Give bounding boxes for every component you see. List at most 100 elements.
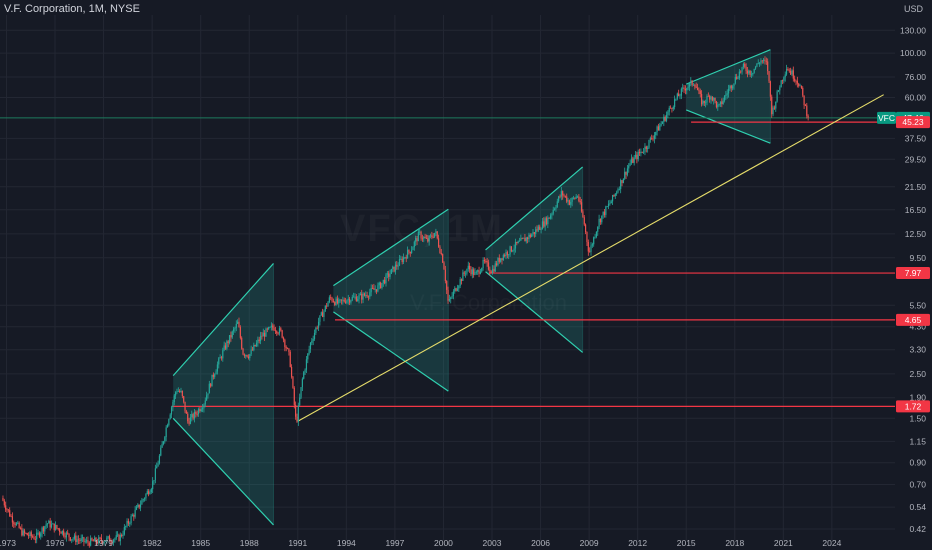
candle-body [111, 541, 113, 543]
grid [0, 15, 895, 540]
candle-body [470, 269, 472, 275]
candle-body [94, 537, 96, 542]
candle-body [769, 81, 771, 97]
candle-body [764, 59, 766, 61]
trend-line [297, 94, 884, 422]
candle-body [483, 260, 486, 262]
candle-body [474, 272, 476, 275]
x-axis[interactable]: 1973 1976 1979 1982 1985 1988 1991 1994 1997 2000… [0, 538, 842, 548]
candle-body [91, 538, 93, 541]
candle-body [734, 76, 736, 84]
watermark-subtitle: V.F. Corporation [410, 290, 567, 316]
candle-body [386, 273, 388, 275]
candle-body [611, 195, 614, 202]
candle-body [125, 526, 127, 528]
level-badge [896, 400, 930, 413]
candle-body [768, 71, 770, 82]
candle-body [652, 138, 654, 140]
candle-body [502, 255, 504, 260]
candle-body [133, 515, 135, 517]
candle-body [169, 414, 171, 420]
x-tick-label: 2000 [434, 538, 453, 548]
y-tick-label: 0.70 [909, 480, 926, 490]
candle-body [803, 95, 805, 106]
candle-body [409, 251, 411, 254]
candle-body [65, 532, 67, 538]
candle-body [52, 523, 54, 525]
candle-body [687, 86, 689, 89]
candle-body [585, 224, 587, 232]
y-tick-label: 60.00 [905, 93, 927, 103]
y-tick-label: 1.90 [909, 393, 926, 403]
candle-body [265, 328, 267, 337]
y-tick-label: 37.50 [905, 133, 927, 143]
candle-body [758, 63, 761, 65]
wedge-area [333, 209, 449, 392]
candle-body [711, 96, 713, 101]
candle-body [50, 524, 53, 528]
candle-body [636, 154, 638, 160]
candle-body [331, 297, 333, 302]
candle-body [668, 107, 670, 112]
candle-body [748, 70, 750, 74]
y-axis[interactable]: 130.00 100.00 76.00 60.00 37.50 29.50 21.50 16.… [900, 25, 926, 534]
candle-body [142, 499, 144, 501]
level-badge-text: 7.97 [905, 268, 922, 278]
candle-body [525, 237, 527, 242]
candle-body [112, 539, 115, 543]
wedge-bottom-edge [485, 271, 584, 353]
candle-body [508, 254, 510, 256]
candle-body [157, 463, 159, 467]
candle-body [80, 538, 82, 541]
candle-body [794, 78, 796, 81]
candle-body [653, 135, 655, 139]
candle-body [798, 83, 800, 86]
candle-body [736, 76, 738, 79]
candle-body [377, 285, 379, 292]
candle-body [783, 77, 785, 81]
level-badge [896, 313, 930, 326]
wedge-patterns [172, 49, 771, 526]
candle-body [343, 299, 345, 302]
x-tick-label: 2024 [822, 538, 841, 548]
candle-body [152, 481, 154, 490]
candle-body [613, 195, 615, 197]
candle-body [598, 218, 600, 227]
candle-body [153, 479, 155, 482]
candle-body [224, 345, 227, 349]
candle-body [355, 296, 357, 302]
candle-body [6, 509, 8, 511]
candle-body [23, 530, 26, 534]
candle-body [784, 74, 786, 78]
candle-body [493, 268, 495, 272]
candle-body [278, 328, 281, 334]
candle-body [443, 262, 445, 270]
candle-body [425, 237, 428, 239]
candle-body [296, 416, 298, 422]
candle-body [254, 344, 256, 347]
candle-body [603, 211, 606, 215]
candle-body [524, 237, 526, 242]
candle-body [452, 291, 455, 297]
candle-body [193, 411, 196, 419]
y-tick-label: 100.00 [900, 48, 926, 58]
candle-body [527, 237, 529, 240]
candle-body [533, 232, 535, 234]
candle-body [357, 299, 359, 302]
candle-body [227, 341, 229, 344]
candle-body [172, 402, 174, 408]
candle-body [17, 522, 19, 524]
candle-body [659, 125, 661, 131]
candle-body [301, 378, 303, 388]
candle-body [199, 408, 201, 412]
candle-body [262, 332, 264, 337]
candle-body [320, 312, 322, 316]
candle-body [721, 101, 723, 104]
candle-body [741, 67, 743, 72]
candle-body [520, 238, 522, 241]
candle-body [216, 364, 219, 372]
candle-body [807, 115, 809, 118]
candle-body [282, 337, 285, 340]
